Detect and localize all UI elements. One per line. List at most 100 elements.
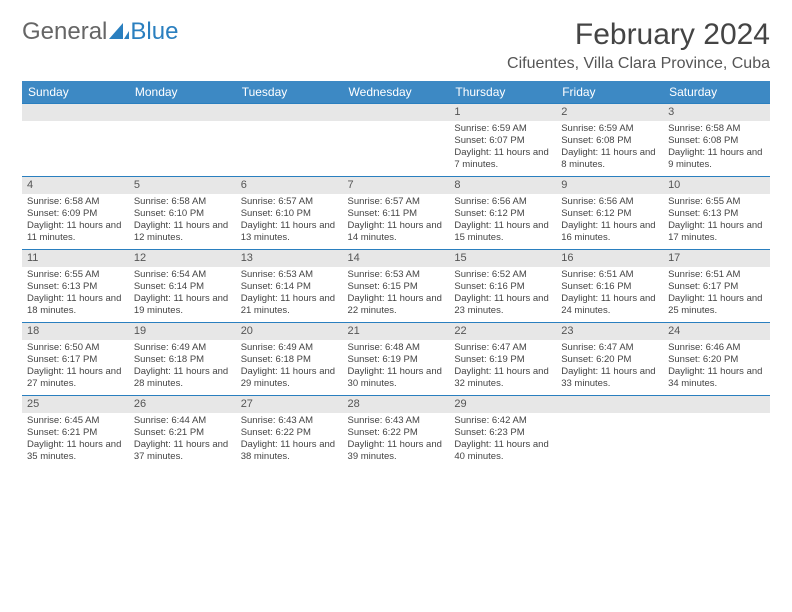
sunrise-label: Sunrise:	[348, 415, 386, 426]
sunset-value: 6:12 PM	[489, 208, 524, 219]
sunrise-value: 6:49 AM	[278, 342, 313, 353]
daylight-label: Daylight:	[241, 439, 281, 450]
day-number: 11	[22, 250, 129, 267]
sunrise-value: 6:44 AM	[171, 415, 206, 426]
sunset-label: Sunset:	[348, 281, 383, 292]
day-number: 12	[129, 250, 236, 267]
sunset-label: Sunset:	[668, 281, 703, 292]
calendar-week-nums: 2526272829	[22, 396, 770, 414]
sunrise-value: 6:55 AM	[706, 196, 741, 207]
sunset-label: Sunset:	[27, 354, 62, 365]
sunset-value: 6:13 PM	[703, 208, 738, 219]
day-number: 9	[556, 177, 663, 194]
header: General Blue February 2024 Cifuentes, Vi…	[22, 18, 770, 73]
sunset-value: 6:08 PM	[596, 135, 631, 146]
page-subtitle: Cifuentes, Villa Clara Province, Cuba	[507, 55, 770, 73]
sunset-label: Sunset:	[348, 427, 383, 438]
daylight-label: Daylight:	[348, 220, 388, 231]
day-number: 8	[449, 177, 556, 194]
day-number: 21	[343, 323, 450, 340]
sunrise-label: Sunrise:	[668, 196, 706, 207]
sunrise-value: 6:43 AM	[278, 415, 313, 426]
sunrise-value: 6:58 AM	[171, 196, 206, 207]
day-body: Sunrise: 6:52 AMSunset: 6:16 PMDaylight:…	[449, 267, 556, 322]
daylight-label: Daylight:	[454, 439, 494, 450]
sunset-value: 6:10 PM	[169, 208, 204, 219]
sunset-label: Sunset:	[454, 208, 489, 219]
day-body: Sunrise: 6:55 AMSunset: 6:13 PMDaylight:…	[663, 194, 770, 249]
day-number: 18	[22, 323, 129, 340]
day-body: Sunrise: 6:58 AMSunset: 6:08 PMDaylight:…	[663, 121, 770, 176]
sunset-value: 6:11 PM	[382, 208, 417, 219]
sunrise-value: 6:54 AM	[171, 269, 206, 280]
day-body: Sunrise: 6:47 AMSunset: 6:19 PMDaylight:…	[449, 340, 556, 395]
sunset-label: Sunset:	[668, 208, 703, 219]
day-number: 2	[556, 104, 663, 121]
day-number: 10	[663, 177, 770, 194]
sunset-value: 6:14 PM	[276, 281, 311, 292]
sunrise-value: 6:49 AM	[171, 342, 206, 353]
sunrise-label: Sunrise:	[348, 342, 386, 353]
sunrise-label: Sunrise:	[454, 269, 492, 280]
day-number: 19	[129, 323, 236, 340]
sunset-label: Sunset:	[348, 354, 383, 365]
daylight-label: Daylight:	[668, 220, 708, 231]
day-body: Sunrise: 6:53 AMSunset: 6:14 PMDaylight:…	[236, 267, 343, 322]
day-number: 16	[556, 250, 663, 267]
daylight-label: Daylight:	[348, 366, 388, 377]
sunrise-value: 6:59 AM	[492, 123, 527, 134]
day-number: 4	[22, 177, 129, 194]
daylight-label: Daylight:	[241, 293, 281, 304]
daylight-label: Daylight:	[348, 439, 388, 450]
sunrise-value: 6:45 AM	[65, 415, 100, 426]
sunrise-label: Sunrise:	[241, 415, 279, 426]
day-body: Sunrise: 6:54 AMSunset: 6:14 PMDaylight:…	[129, 267, 236, 322]
sunrise-value: 6:53 AM	[278, 269, 313, 280]
day-number: 28	[343, 396, 450, 413]
day-body: Sunrise: 6:44 AMSunset: 6:21 PMDaylight:…	[129, 413, 236, 468]
sunrise-value: 6:46 AM	[706, 342, 741, 353]
day-number	[22, 104, 129, 121]
sunrise-label: Sunrise:	[134, 196, 172, 207]
day-number: 3	[663, 104, 770, 121]
sunset-label: Sunset:	[348, 208, 383, 219]
daylight-label: Daylight:	[668, 366, 708, 377]
sunset-label: Sunset:	[454, 135, 489, 146]
sunset-label: Sunset:	[134, 281, 169, 292]
sunset-value: 6:16 PM	[596, 281, 631, 292]
sunset-value: 6:22 PM	[382, 427, 417, 438]
day-body: Sunrise: 6:48 AMSunset: 6:19 PMDaylight:…	[343, 340, 450, 395]
sunrise-label: Sunrise:	[241, 196, 279, 207]
page-title: February 2024	[507, 18, 770, 52]
sunrise-value: 6:47 AM	[492, 342, 527, 353]
day-body	[236, 121, 343, 176]
day-number: 25	[22, 396, 129, 413]
sunset-label: Sunset:	[134, 354, 169, 365]
sunrise-value: 6:51 AM	[706, 269, 741, 280]
daylight-label: Daylight:	[668, 293, 708, 304]
daylight-label: Daylight:	[27, 366, 67, 377]
day-number: 20	[236, 323, 343, 340]
day-body	[663, 413, 770, 468]
sunrise-value: 6:51 AM	[599, 269, 634, 280]
sunset-label: Sunset:	[241, 281, 276, 292]
sunset-label: Sunset:	[241, 354, 276, 365]
day-number	[343, 104, 450, 121]
day-number: 27	[236, 396, 343, 413]
calendar-week-bodies: Sunrise: 6:45 AM Sunset: 6:21 PM Daylight:…	[22, 413, 770, 468]
sunset-label: Sunset:	[561, 354, 596, 365]
daylight-label: Daylight:	[27, 220, 67, 231]
sunset-label: Sunset:	[27, 208, 62, 219]
daylight-label: Daylight:	[134, 439, 174, 450]
sunset-value: 6:12 PM	[596, 208, 631, 219]
calendar-week-nums: 45678910	[22, 177, 770, 195]
sunset-value: 6:08 PM	[703, 135, 738, 146]
sunset-value: 6:20 PM	[596, 354, 631, 365]
day-number: 17	[663, 250, 770, 267]
sunset-label: Sunset:	[454, 427, 489, 438]
daylight-label: Daylight:	[241, 220, 281, 231]
daylight-label: Daylight:	[561, 147, 601, 158]
sunset-value: 6:21 PM	[62, 427, 97, 438]
sunset-label: Sunset:	[561, 208, 596, 219]
sunset-value: 6:15 PM	[382, 281, 417, 292]
